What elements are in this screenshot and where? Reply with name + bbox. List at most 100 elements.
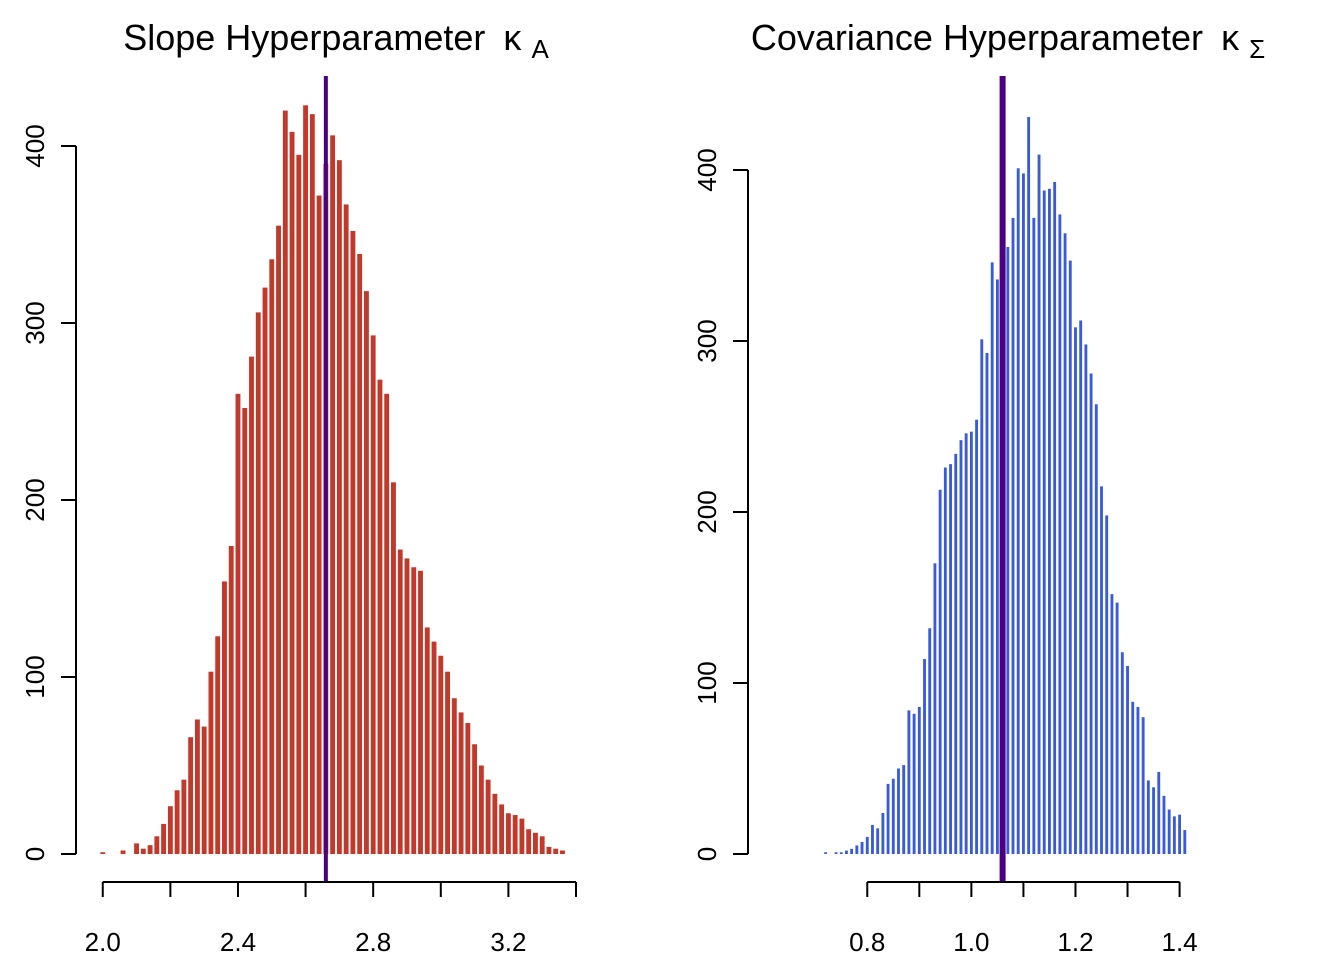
histogram-bar <box>269 259 275 854</box>
histogram-bar <box>458 712 464 854</box>
y-tick-label: 300 <box>20 301 50 344</box>
histogram-bar <box>276 225 281 854</box>
histogram-bar <box>451 698 457 854</box>
histogram-bar <box>855 845 859 854</box>
y-tick-label: 100 <box>692 661 722 704</box>
histogram-bar <box>995 279 999 854</box>
histogram-bar <box>1016 168 1020 855</box>
chart-title-covariance-subscript: Σ <box>1249 34 1265 64</box>
histogram-bar <box>1178 814 1182 854</box>
histogram-bar <box>1141 717 1145 854</box>
histogram-bar <box>485 779 491 854</box>
chart-title-covariance: Covariance Hyperparameter κ Σ <box>751 17 1265 64</box>
histogram-bar <box>282 110 288 855</box>
chart-title-slope-symbol: κ <box>503 17 522 58</box>
histogram-bar <box>1079 320 1083 855</box>
histogram-bar <box>120 850 126 854</box>
histogram-bar <box>384 393 390 854</box>
histogram-panel-slope: Slope Hyperparameter κ A 0 100 200 300 400 2.… <box>20 17 577 957</box>
histogram-bar <box>1021 173 1025 855</box>
histogram-bar <box>943 467 947 854</box>
histogram-bar <box>445 671 450 854</box>
x-tick-label: 1.4 <box>1162 927 1198 957</box>
y-tick-label: 200 <box>20 478 50 521</box>
histogram-panel-covariance: Covariance Hyperparameter κ Σ 0 100 200 300… <box>692 17 1265 957</box>
histogram-bar <box>553 848 559 854</box>
histogram-bar <box>969 431 973 854</box>
histogram-bar <box>954 453 958 854</box>
histogram-bar <box>309 114 315 854</box>
histogram-bar <box>255 312 261 854</box>
x-tick-label: 3.2 <box>490 927 526 957</box>
plot-area-slope: 0 100 200 300 400 2.0 2.4 2.8 3.2 <box>20 76 577 957</box>
histogram-bar <box>154 836 160 854</box>
histogram-bar <box>871 824 874 854</box>
histogram-bar <box>363 291 369 854</box>
x-tick-label: 1.2 <box>1057 927 1093 957</box>
histogram-bar <box>902 765 906 854</box>
histogram-bar <box>1172 816 1176 854</box>
histogram-bar <box>1037 154 1041 855</box>
histogram-bar <box>134 843 139 854</box>
histogram-bar <box>533 832 538 854</box>
histogram-bar <box>343 204 349 854</box>
histogram-bar <box>824 852 828 854</box>
histogram-bar <box>850 848 854 854</box>
chart-title-slope: Slope Hyperparameter κ A <box>123 17 549 64</box>
histogram-bar <box>860 842 864 854</box>
histogram-bar <box>194 719 200 854</box>
histogram-bar <box>975 419 978 854</box>
y-tick-label: 0 <box>20 847 50 861</box>
histogram-bar <box>499 804 505 854</box>
histogram-bar <box>980 339 984 854</box>
histogram-bar <box>959 440 963 854</box>
x-tick-label: 2.4 <box>220 927 256 957</box>
histogram-bar <box>174 790 180 854</box>
histogram-bar <box>907 710 911 854</box>
histogram-bar <box>938 489 942 854</box>
histogram-bar <box>1042 190 1046 854</box>
histogram-bar <box>865 836 869 854</box>
histogram-bar <box>519 818 525 854</box>
histogram-bar <box>465 723 471 854</box>
histogram-bar <box>1094 404 1098 854</box>
histogram-bar <box>404 558 410 854</box>
histogram-bar <box>289 131 295 855</box>
histogram-bar <box>928 628 932 854</box>
x-tick-label: 2.8 <box>355 927 391 957</box>
histogram-bar <box>839 852 843 854</box>
histogram-bar <box>505 813 511 854</box>
histogram-bar <box>424 627 430 854</box>
y-tick-label: 100 <box>20 655 50 698</box>
plot-area-covariance: 0 100 200 300 400 0.8 1.0 1.2 1.4 <box>692 76 1198 957</box>
histogram-bar <box>303 105 309 855</box>
histogram-bar <box>1131 701 1135 854</box>
histogram-bar <box>1074 327 1077 854</box>
histogram-bar <box>834 852 838 854</box>
histogram-bar <box>336 160 342 854</box>
y-tick-label: 0 <box>692 847 722 861</box>
histogram-bar <box>560 850 565 854</box>
histogram-bar <box>1115 602 1119 854</box>
histogram-bar <box>330 135 336 854</box>
histogram-bar <box>1068 260 1072 854</box>
histogram-bar <box>397 549 403 854</box>
histogram-bar <box>1053 181 1057 855</box>
chart-title-slope-text: Slope Hyperparameter <box>123 17 485 58</box>
histogram-bar <box>876 828 880 854</box>
histogram-bar <box>1027 116 1031 855</box>
x-tick-label: 1.0 <box>953 927 989 957</box>
histogram-bar <box>316 195 322 854</box>
histogram-bar <box>492 793 498 854</box>
histogram-bar <box>1105 515 1109 854</box>
y-tick-label: 300 <box>692 319 722 362</box>
histogram-bar <box>431 641 437 854</box>
histogram-bar <box>1110 594 1114 854</box>
histogram-bar <box>228 546 234 854</box>
histogram-bar <box>235 393 241 854</box>
histogram-bar <box>1100 486 1103 854</box>
histogram-bar <box>949 464 952 854</box>
histogram-bar <box>881 812 885 854</box>
histogram-bar <box>377 379 383 854</box>
